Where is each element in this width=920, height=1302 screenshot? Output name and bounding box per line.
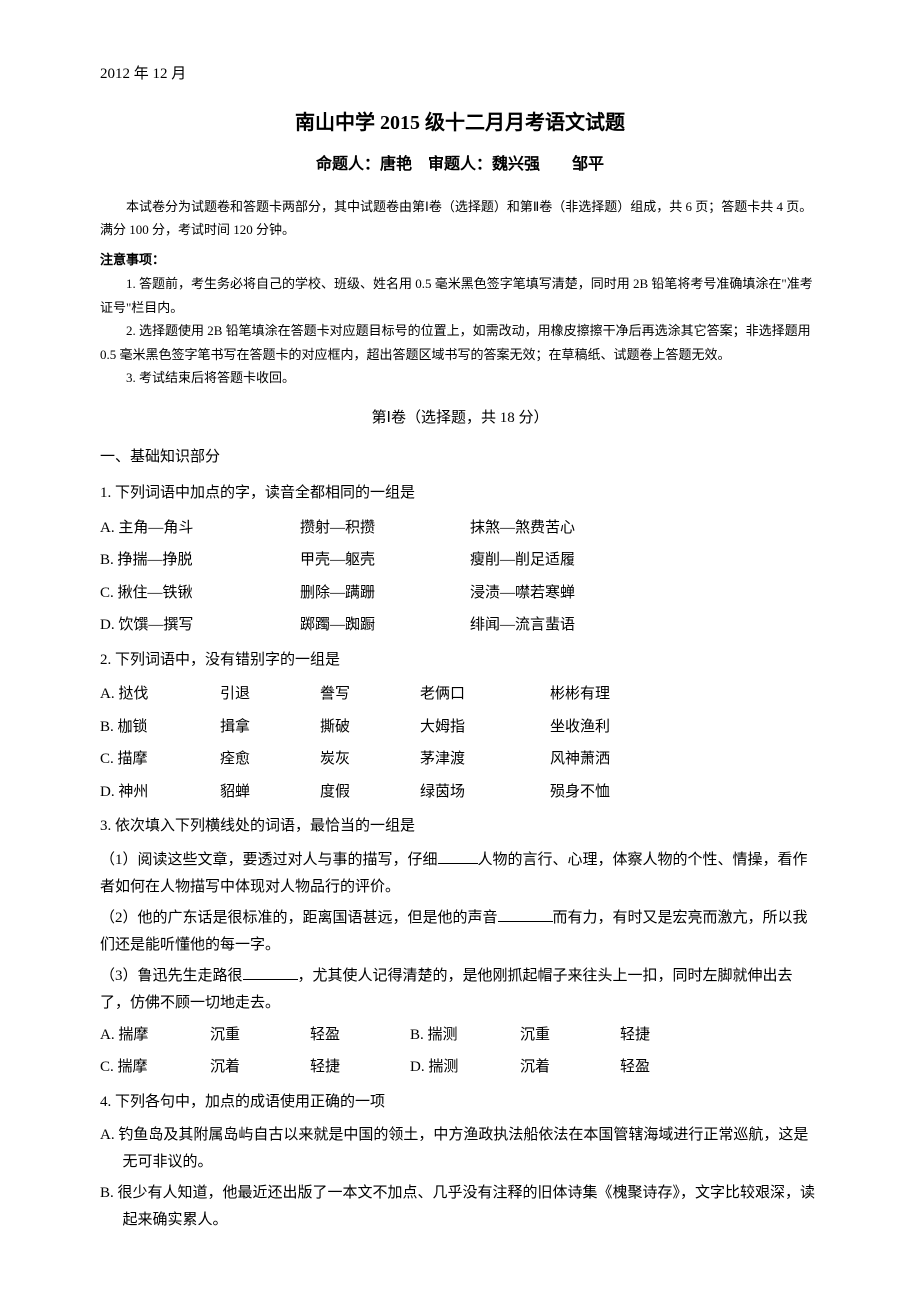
q2-col: 殒身不恤 bbox=[550, 778, 680, 807]
q2-col: 貂蝉 bbox=[220, 778, 320, 807]
q2-col: 引退 bbox=[220, 680, 320, 709]
q2-col: 痊愈 bbox=[220, 745, 320, 774]
q1-opt-c: 瘦削—削足适履 bbox=[470, 546, 670, 575]
q2-option-row: D. 神州 貂蝉 度假 绿茵场 殒身不恤 bbox=[100, 778, 820, 807]
q3-opt: 沉重 bbox=[210, 1021, 310, 1050]
q3-sub3-pre: （3）鲁迅先生走路很 bbox=[100, 968, 243, 984]
q1-opt-a: D. 饮馔—撰写 bbox=[100, 611, 300, 640]
q2-col: 揖拿 bbox=[220, 713, 320, 742]
date-header: 2012 年 12 月 bbox=[100, 60, 820, 89]
q3-opt: 沉着 bbox=[210, 1053, 310, 1082]
q2-col: B. 枷锁 bbox=[100, 713, 220, 742]
q1-option-row: B. 挣揣—挣脱 甲壳—躯壳 瘦削—削足适履 bbox=[100, 546, 820, 575]
q1-opt-b: 踯躅—踟蹰 bbox=[300, 611, 470, 640]
blank-underline bbox=[243, 979, 298, 980]
q2-option-row: B. 枷锁 揖拿 撕破 大姆指 坐收渔利 bbox=[100, 713, 820, 742]
q1-opt-b: 攒射—积攒 bbox=[300, 514, 470, 543]
q2-option-row: C. 描摩 痊愈 炭灰 茅津渡 风神萧洒 bbox=[100, 745, 820, 774]
q1-stem: 1. 下列词语中加点的字，读音全都相同的一组是 bbox=[100, 479, 820, 508]
q1-opt-c: 绯闻—流言蜚语 bbox=[470, 611, 670, 640]
q1-opt-b: 删除—蹒跚 bbox=[300, 579, 470, 608]
q3-opt: 轻捷 bbox=[310, 1053, 410, 1082]
q2-col: 誊写 bbox=[320, 680, 420, 709]
q2-stem: 2. 下列词语中，没有错别字的一组是 bbox=[100, 646, 820, 675]
q3-opt: 沉着 bbox=[520, 1053, 620, 1082]
notice-item: 1. 答题前，考生务必将自己的学校、班级、姓名用 0.5 毫米黑色签字笔填写清楚… bbox=[100, 272, 820, 319]
q4-stem: 4. 下列各句中，加点的成语使用正确的一项 bbox=[100, 1088, 820, 1117]
q2-col: 炭灰 bbox=[320, 745, 420, 774]
q4-optA: A. 钓鱼岛及其附属岛屿自古以来就是中国的领土，中方渔政执法船依法在本国管辖海域… bbox=[123, 1122, 821, 1176]
q2-option-row: A. 挞伐 引退 誊写 老俩口 彬彬有理 bbox=[100, 680, 820, 709]
q2-col: 风神萧洒 bbox=[550, 745, 680, 774]
authors-line: 命题人：唐艳 审题人：魏兴强 邹平 bbox=[100, 150, 820, 180]
q2-col: D. 神州 bbox=[100, 778, 220, 807]
q3-opt: C. 揣摩 bbox=[100, 1053, 210, 1082]
q3-opt: 轻盈 bbox=[310, 1021, 410, 1050]
q2-col: 彬彬有理 bbox=[550, 680, 680, 709]
q3-opt: 轻盈 bbox=[620, 1053, 720, 1082]
q2-col: 茅津渡 bbox=[420, 745, 550, 774]
blank-underline bbox=[438, 863, 478, 864]
q1-option-row: A. 主角—角斗 攒射—积攒 抹煞—煞费苦心 bbox=[100, 514, 820, 543]
q2-col: C. 描摩 bbox=[100, 745, 220, 774]
q2-col: 老俩口 bbox=[420, 680, 550, 709]
q1-opt-c: 浸渍—噤若寒蝉 bbox=[470, 579, 670, 608]
section-label: 一、基础知识部分 bbox=[100, 443, 820, 472]
q2-col: 撕破 bbox=[320, 713, 420, 742]
q1-option-row: C. 揪住—铁锹 删除—蹒跚 浸渍—噤若寒蝉 bbox=[100, 579, 820, 608]
q1-opt-a: A. 主角—角斗 bbox=[100, 514, 300, 543]
q3-opt: 轻捷 bbox=[620, 1021, 720, 1050]
q2-col: A. 挞伐 bbox=[100, 680, 220, 709]
exam-title: 南山中学 2015 级十二月月考语文试题 bbox=[100, 104, 820, 142]
notice-item: 2. 选择题使用 2B 铅笔填涂在答题卡对应题目标号的位置上，如需改动，用橡皮擦… bbox=[100, 319, 820, 366]
q1-opt-c: 抹煞—煞费苦心 bbox=[470, 514, 670, 543]
section-header: 第Ⅰ卷（选择题，共 18 分） bbox=[100, 404, 820, 433]
blank-underline bbox=[498, 921, 553, 922]
q3-stem: 3. 依次填入下列横线处的词语，最恰当的一组是 bbox=[100, 812, 820, 841]
q1-opt-a: B. 挣揣—挣脱 bbox=[100, 546, 300, 575]
q1-opt-b: 甲壳—躯壳 bbox=[300, 546, 470, 575]
q3-option-row: A. 揣摩 沉重 轻盈 B. 揣测 沉重 轻捷 bbox=[100, 1021, 820, 1050]
intro-paragraph: 本试卷分为试题卷和答题卡两部分，其中试题卷由第Ⅰ卷（选择题）和第Ⅱ卷（非选择题）… bbox=[100, 195, 820, 242]
q3-opt: B. 揣测 bbox=[410, 1021, 520, 1050]
q1-opt-a: C. 揪住—铁锹 bbox=[100, 579, 300, 608]
q2-col: 坐收渔利 bbox=[550, 713, 680, 742]
q3-opt: A. 揣摩 bbox=[100, 1021, 210, 1050]
q3-opt: 沉重 bbox=[520, 1021, 620, 1050]
q3-sub1-pre: （1）阅读这些文章，要透过对人与事的描写，仔细 bbox=[100, 852, 438, 868]
q3-option-row: C. 揣摩 沉着 轻捷 D. 揣测 沉着 轻盈 bbox=[100, 1053, 820, 1082]
q2-col: 绿茵场 bbox=[420, 778, 550, 807]
notice-item: 3. 考试结束后将答题卡收回。 bbox=[100, 366, 820, 389]
q3-sub2: （2）他的广东话是很标准的，距离国语甚远，但是他的声音而有力，有时又是宏亮而激亢… bbox=[100, 905, 820, 959]
q3-sub1: （1）阅读这些文章，要透过对人与事的描写，仔细人物的言行、心理，体察人物的个性、… bbox=[100, 847, 820, 901]
q3-opt: D. 揣测 bbox=[410, 1053, 520, 1082]
notice-heading: 注意事项： bbox=[100, 248, 820, 273]
q3-sub3: （3）鲁迅先生走路很，尤其使人记得清楚的，是他刚抓起帽子来往头上一扣，同时左脚就… bbox=[100, 963, 820, 1017]
q2-col: 大姆指 bbox=[420, 713, 550, 742]
q1-option-row: D. 饮馔—撰写 踯躅—踟蹰 绯闻—流言蜚语 bbox=[100, 611, 820, 640]
q4-optB: B. 很少有人知道，他最近还出版了一本文不加点、几乎没有注释的旧体诗集《槐聚诗存… bbox=[123, 1180, 821, 1234]
q3-sub2-pre: （2）他的广东话是很标准的，距离国语甚远，但是他的声音 bbox=[100, 910, 498, 926]
q2-col: 度假 bbox=[320, 778, 420, 807]
